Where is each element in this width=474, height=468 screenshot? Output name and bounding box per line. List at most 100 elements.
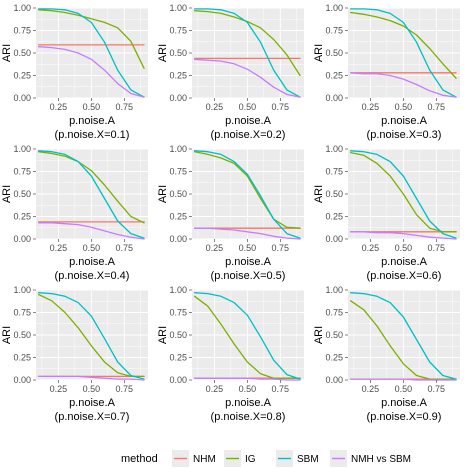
y-tick-label: 0.75: [169, 167, 187, 177]
x-tick-label: 0.75: [116, 243, 134, 253]
y-axis-title: ARI: [1, 44, 13, 62]
panel-4: 0.000.250.500.751.000.25 0.50 0.75ARIp.noi…: [1, 144, 148, 282]
y-axis-title: ARI: [313, 185, 325, 203]
x-tick-label: 0.75: [116, 384, 134, 394]
panel-8: 0.000.250.500.751.000.25 0.50 0.75ARIp.noi…: [157, 285, 304, 423]
series-line-nmh-vs-sbm: [349, 231, 457, 240]
series-line-sbm: [37, 8, 145, 98]
y-tick-label: 0.00: [13, 375, 31, 385]
x-tick-label: 0.50: [83, 384, 101, 394]
legend-label: NMH vs SBM: [351, 454, 411, 465]
x-tick-label: 0.50: [395, 102, 413, 112]
y-tick-label: 0.00: [169, 234, 187, 244]
y-tick-label: 0.75: [13, 167, 31, 177]
y-tick-label: 1.00: [169, 3, 187, 13]
y-tick-label: 0.00: [13, 234, 31, 244]
y-tick-label: 1.00: [325, 285, 343, 295]
y-tick-label: 0.00: [325, 93, 343, 103]
panel-6: 0.000.250.500.751.000.25 0.50 0.75ARIp.noi…: [313, 144, 460, 282]
x-axis-title: p.noise.A: [225, 115, 272, 127]
y-tick-label: 0.50: [13, 48, 31, 58]
x-tick-label: 0.25: [206, 243, 224, 253]
legend-title: method: [121, 453, 158, 465]
x-tick-label: 0.50: [83, 243, 101, 253]
y-tick-label: 0.25: [325, 71, 343, 81]
y-axis-title: ARI: [313, 44, 325, 62]
x-tick-label: 0.75: [272, 102, 290, 112]
y-tick-label: 0.75: [13, 308, 31, 318]
legend-item-sbm: SBM: [276, 450, 319, 467]
series-line-ig: [349, 151, 457, 233]
x-axis-title: p.noise.A: [69, 115, 116, 127]
series-line-ig: [193, 10, 301, 77]
x-axis-title: p.noise.A: [381, 115, 428, 127]
y-tick-label: 0.00: [325, 375, 343, 385]
y-tick-label: 0.75: [169, 308, 187, 318]
panel-2: 0.000.250.500.751.000.25 0.50 0.75ARIp.noi…: [157, 3, 304, 141]
x-tick-label: 0.25: [50, 243, 68, 253]
legend: method NHM IG SBM NMH vs SBM: [121, 450, 411, 467]
series-line-ig: [37, 293, 145, 378]
y-tick-label: 0.25: [13, 212, 31, 222]
y-tick-label: 0.25: [169, 212, 187, 222]
series-line-sbm: [37, 292, 145, 380]
y-tick-label: 1.00: [13, 285, 31, 295]
legend-label: IG: [245, 454, 256, 465]
series-line-ig: [349, 300, 457, 380]
x-tick-label: 0.75: [428, 243, 446, 253]
y-axis-title: ARI: [313, 326, 325, 344]
x-axis-title: p.noise.A: [381, 397, 428, 409]
series-line-nmh-vs-sbm: [37, 222, 145, 240]
series-line-ig: [37, 151, 145, 224]
x-axis-title: p.noise.A: [69, 256, 116, 268]
facet-label: (p.noise.X=0.4): [55, 270, 130, 282]
y-tick-label: 0.25: [13, 71, 31, 81]
legend-item-ig: IG: [224, 450, 256, 467]
series-line-sbm: [349, 292, 457, 380]
x-tick-label: 0.50: [83, 102, 101, 112]
series-line-nmh-vs-sbm: [193, 58, 301, 98]
series-line-nmh-vs-sbm: [37, 46, 145, 98]
y-tick-label: 0.50: [13, 330, 31, 340]
y-tick-label: 1.00: [325, 3, 343, 13]
y-tick-label: 0.75: [169, 26, 187, 36]
y-tick-label: 0.50: [13, 189, 31, 199]
x-axis-title: p.noise.A: [381, 256, 428, 268]
facet-label: (p.noise.X=0.7): [55, 411, 130, 423]
facet-label: (p.noise.X=0.1): [55, 129, 130, 141]
y-tick-label: 0.50: [325, 189, 343, 199]
panel-1: 0.000.250.500.751.000.25 0.50 0.75ARIp.noi…: [1, 3, 148, 141]
series-line-nmh-vs-sbm: [349, 378, 457, 381]
legend-label: SBM: [297, 454, 319, 465]
series-line-ig: [349, 11, 457, 79]
x-axis-title: p.noise.A: [69, 397, 116, 409]
y-tick-label: 0.00: [13, 93, 31, 103]
x-axis-title: p.noise.A: [225, 256, 272, 268]
y-tick-label: 0.25: [169, 71, 187, 81]
y-tick-label: 0.50: [169, 48, 187, 58]
series-line-ig: [193, 151, 301, 229]
y-axis-title: ARI: [157, 326, 169, 344]
y-axis-title: ARI: [1, 185, 13, 203]
facet-label: (p.noise.X=0.3): [367, 129, 442, 141]
y-tick-label: 0.00: [325, 234, 343, 244]
panel-3: 0.000.250.500.751.000.25 0.50 0.75ARIp.noi…: [313, 3, 460, 141]
series-line-ig: [37, 9, 145, 69]
y-tick-label: 0.75: [325, 308, 343, 318]
x-tick-label: 0.75: [272, 243, 290, 253]
y-tick-label: 1.00: [13, 144, 31, 154]
series-line-nmh-vs-sbm: [193, 227, 301, 240]
x-tick-label: 0.25: [206, 102, 224, 112]
series-line-sbm: [193, 150, 301, 239]
y-tick-label: 0.25: [13, 353, 31, 363]
panel-9: 0.000.250.500.751.000.25 0.50 0.75ARIp.noi…: [313, 285, 460, 423]
y-axis-title: ARI: [1, 326, 13, 344]
series-line-sbm: [349, 150, 457, 239]
y-tick-label: 0.25: [325, 212, 343, 222]
y-tick-label: 0.25: [325, 353, 343, 363]
x-tick-label: 0.75: [428, 384, 446, 394]
y-tick-label: 0.75: [13, 26, 31, 36]
facet-label: (p.noise.X=0.8): [211, 411, 286, 423]
y-tick-label: 1.00: [325, 144, 343, 154]
